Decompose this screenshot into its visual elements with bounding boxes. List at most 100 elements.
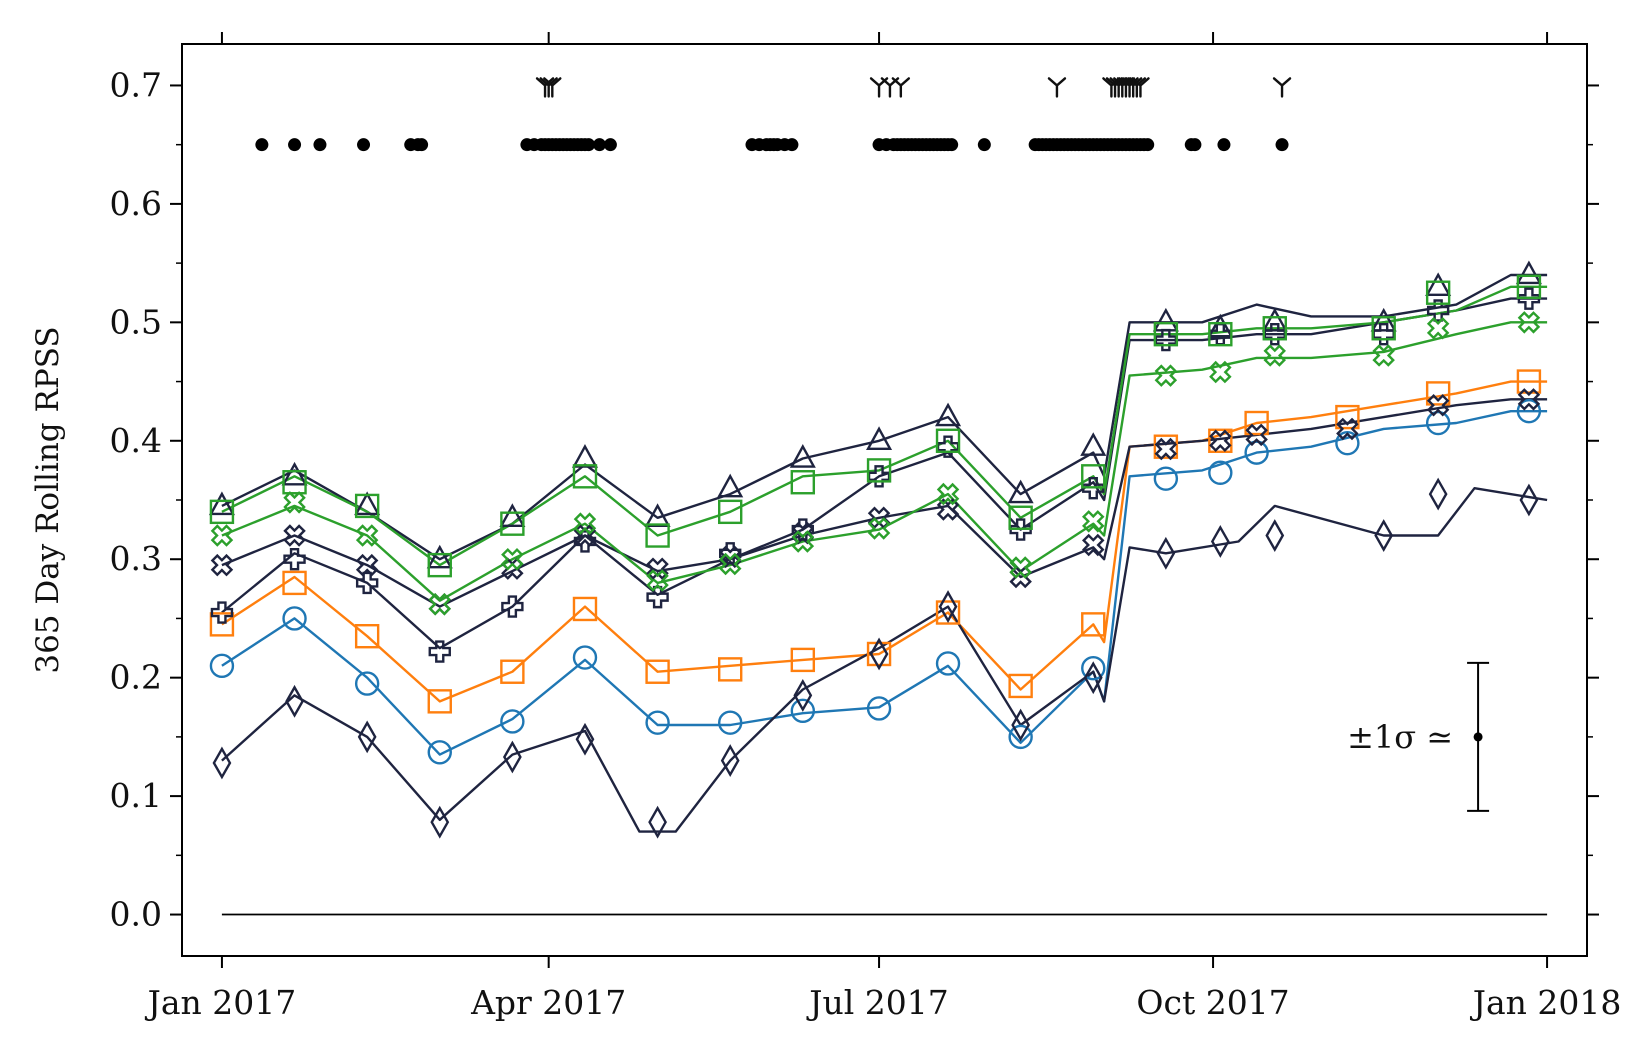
marker-circle-blue	[427, 740, 452, 765]
series-line-diamond-navy	[221, 487, 1548, 833]
marker-plus-navy	[719, 542, 742, 565]
sigma-label: ±1σ ≃	[1347, 718, 1453, 756]
marker-square-orange	[209, 612, 235, 637]
marker-diamond-navy	[1083, 661, 1103, 695]
event-tri-marker	[1047, 77, 1067, 98]
marker-x-green	[1426, 316, 1450, 340]
x-tick-label: Jan 2017	[145, 983, 297, 1022]
marker-diamond-navy	[430, 805, 450, 839]
marker-triangle-navy	[281, 461, 308, 486]
marker-square-green	[209, 499, 235, 525]
marker-x-green	[1009, 556, 1032, 579]
marker-square-orange	[427, 689, 452, 714]
event-tri-marker	[880, 77, 900, 98]
event-dot	[945, 138, 959, 152]
marker-x-green	[428, 593, 451, 616]
marker-triangle-navy	[1080, 432, 1107, 456]
event-dot	[1275, 138, 1289, 152]
marker-circle-blue	[1008, 724, 1033, 750]
marker-circle-blue	[354, 671, 380, 696]
marker-circle-blue	[935, 651, 961, 676]
marker-square-green	[1262, 316, 1287, 341]
marker-square-orange	[572, 596, 598, 622]
marker-square-green	[572, 464, 598, 489]
marker-diamond-navy	[1156, 536, 1176, 570]
y-tick-label: 0.1	[110, 776, 162, 815]
marker-diamond-navy	[285, 684, 304, 718]
marker-triangle-navy	[1425, 272, 1452, 297]
marker-square-green	[354, 493, 380, 519]
marker-circle-blue	[1153, 466, 1179, 491]
series-line-circle-blue	[221, 410, 1548, 756]
marker-diamond-navy	[357, 720, 377, 754]
marker-diamond-navy	[502, 740, 522, 774]
event-dot	[593, 138, 607, 152]
marker-plus-navy	[355, 571, 379, 595]
marker-x-green	[646, 569, 669, 592]
marker-plus-navy	[791, 518, 815, 541]
marker-square-green	[1516, 274, 1542, 300]
event-tri-marker	[1272, 77, 1292, 98]
series-line-plus-navy	[221, 297, 1548, 650]
axis-labels: 0.0 0.1 0.2 0.3 0.4 0.5 0.6 0.7 Jan 2017 Apr 2017…	[110, 65, 1622, 1022]
event-dot	[288, 138, 302, 152]
marker-triangle-navy	[426, 544, 453, 569]
marker-square-orange	[866, 641, 892, 667]
marker-square-orange	[1208, 428, 1233, 453]
marker-triangle-navy	[717, 473, 744, 498]
marker-x-navy	[283, 524, 306, 547]
marker-x-navy	[1154, 437, 1178, 461]
marker-x-green	[719, 552, 742, 576]
event-dot	[313, 138, 327, 152]
y-tick-label: 0.3	[110, 539, 162, 578]
marker-square-green	[1008, 505, 1033, 530]
marker-x-green	[210, 524, 234, 547]
marker-square-orange	[935, 600, 961, 625]
marker-x-green	[573, 512, 597, 535]
marker-diamond-navy	[1210, 525, 1230, 558]
marker-square-orange	[500, 659, 525, 684]
marker-circle-blue	[572, 645, 598, 670]
event-dot	[977, 138, 991, 152]
marker-triangle-navy	[644, 503, 671, 527]
event-dot	[1217, 138, 1231, 152]
marker-square-green	[718, 499, 743, 525]
event-markers	[255, 77, 1292, 152]
marker-square-orange	[718, 657, 743, 682]
event-tri-marker	[543, 77, 562, 98]
marker-diamond-navy	[720, 744, 740, 777]
marker-x-green	[355, 524, 379, 547]
marker-square-orange	[645, 659, 670, 684]
x-tick-label: Jan 2018	[1470, 983, 1622, 1022]
marker-circle-blue	[790, 698, 816, 724]
marker-square-green	[427, 552, 452, 578]
marker-x-navy	[210, 553, 234, 577]
marker-diamond-navy	[1519, 483, 1539, 517]
event-tri-marker	[869, 77, 889, 98]
marker-x-green	[791, 530, 815, 553]
marker-diamond-navy	[648, 805, 667, 839]
marker-x-navy	[1081, 533, 1105, 557]
event-dot	[582, 138, 596, 152]
marker-triangle-navy	[354, 491, 381, 516]
marker-square-green	[1425, 280, 1451, 305]
marker-diamond-navy	[212, 746, 232, 780]
marker-square-green	[790, 470, 816, 495]
y-tick-label: 0.6	[110, 184, 162, 223]
marker-circle-blue	[1081, 655, 1106, 681]
marker-x-navy	[1209, 429, 1232, 452]
marker-x-green	[501, 548, 524, 571]
marker-square-green	[1153, 321, 1179, 347]
marker-triangle-navy	[1261, 307, 1288, 332]
x-tick-label: Apr 2017	[470, 983, 626, 1022]
marker-x-green	[1154, 364, 1178, 387]
marker-diamond-navy	[869, 637, 889, 671]
event-dot	[1188, 138, 1202, 152]
marker-square-orange	[1335, 404, 1360, 430]
y-tick-label: 0.7	[110, 65, 162, 104]
marker-triangle-navy	[1007, 479, 1034, 504]
series-lines	[221, 273, 1548, 916]
sigma-error-bar: ±1σ ≃	[1347, 661, 1490, 812]
error-bar-center	[1473, 732, 1483, 742]
plot-frame	[181, 43, 1588, 957]
